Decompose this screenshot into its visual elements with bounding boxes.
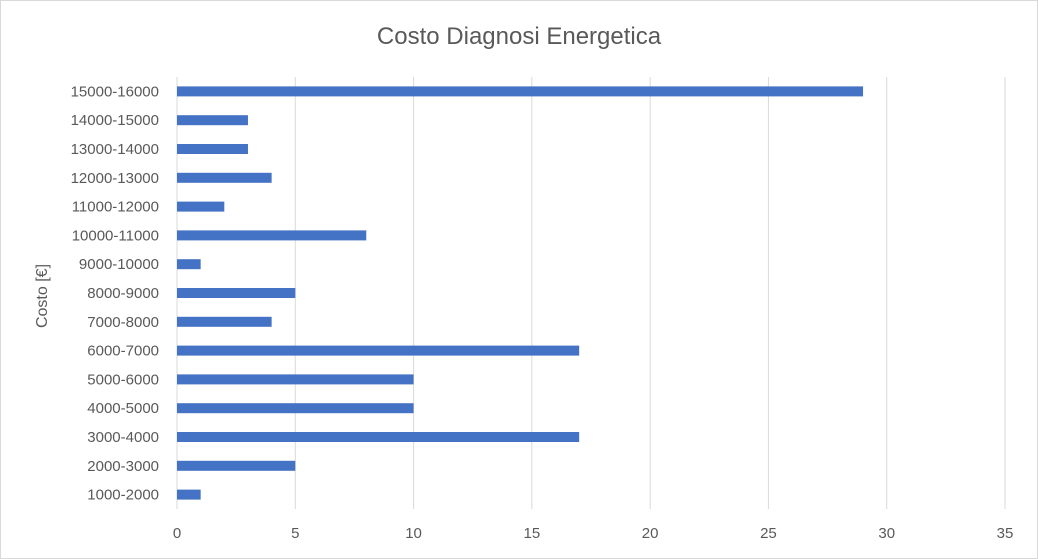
- x-tick-label: 15: [524, 525, 541, 542]
- bar-14000-15000: [177, 115, 248, 126]
- x-tick-label: 25: [760, 525, 777, 542]
- x-tick-label: 0: [173, 525, 181, 542]
- category-label: 10000-11000: [72, 227, 159, 244]
- category-label: 13000-14000: [71, 141, 159, 158]
- chart-title: Costo Diagnosi Energetica: [377, 23, 662, 50]
- x-tick-labels: 0 5 10 15 20 25 30 35: [173, 525, 1014, 542]
- bar-5000-6000: [177, 374, 414, 385]
- x-tick-label: 10: [405, 525, 422, 542]
- x-tick-label: 35: [997, 525, 1014, 542]
- category-label: 14000-15000: [71, 112, 159, 129]
- bar-15000-16000: [177, 86, 864, 97]
- bar-13000-14000: [177, 144, 248, 154]
- category-label: 9000-10000: [79, 256, 159, 273]
- bars: [177, 86, 864, 500]
- bar-2000-3000: [177, 460, 296, 471]
- category-label: 11000-12000: [72, 199, 159, 216]
- category-label: 6000-7000: [87, 343, 159, 360]
- bar-9000-10000: [177, 259, 201, 270]
- category-labels: 1000-2000 2000-3000 3000-4000 4000-5000 5000…: [71, 83, 159, 503]
- bar-10000-11000: [177, 230, 367, 241]
- gridlines: [176, 77, 1006, 509]
- category-label: 5000-6000: [87, 371, 159, 388]
- bar-1000-2000: [177, 489, 201, 500]
- bar-4000-5000: [177, 403, 414, 414]
- bar-11000-12000: [177, 201, 225, 212]
- bar-12000-13000: [177, 172, 272, 183]
- category-label: 2000-3000: [87, 458, 159, 475]
- category-label: 4000-5000: [87, 400, 159, 417]
- category-label: 12000-13000: [71, 170, 159, 187]
- category-label: 3000-4000: [87, 429, 159, 446]
- category-label: 15000-16000: [71, 83, 159, 100]
- x-tick-label: 30: [878, 525, 895, 542]
- category-label: 7000-8000: [87, 314, 159, 331]
- category-label: 8000-9000: [87, 285, 159, 302]
- bar-6000-7000: [177, 345, 580, 356]
- x-tick-label: 5: [291, 525, 299, 542]
- y-axis-title: Costo [€]: [34, 264, 51, 328]
- bar-3000-4000: [177, 432, 580, 442]
- x-tick-label: 20: [642, 525, 659, 542]
- category-label: 1000-2000: [87, 487, 159, 504]
- bar-8000-9000: [177, 288, 296, 298]
- bar-7000-8000: [177, 316, 272, 327]
